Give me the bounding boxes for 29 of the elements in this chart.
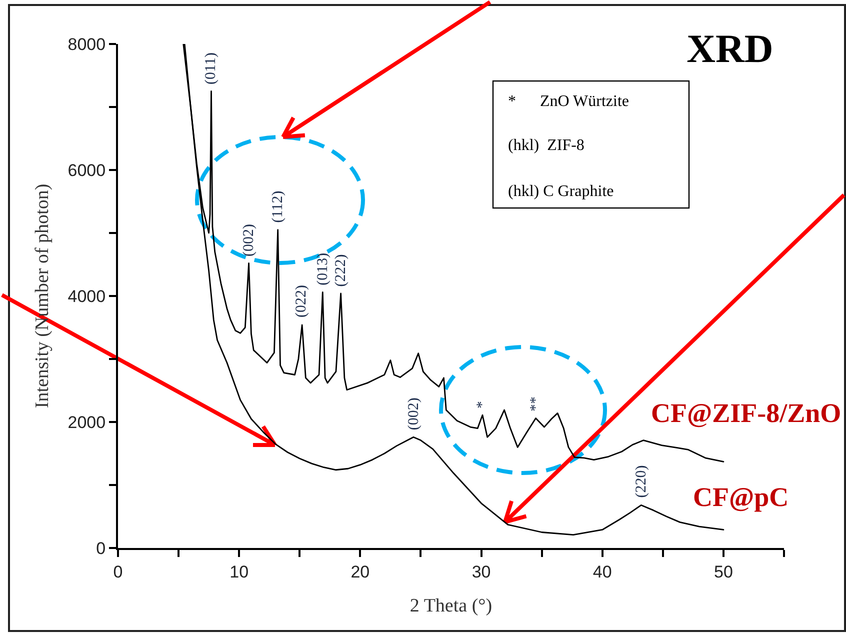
x-tick-label: 10: [230, 562, 249, 582]
annotation: (222): [332, 254, 349, 287]
annotation: (hkl) C Graphite: [508, 183, 614, 200]
annotation: *: [474, 401, 490, 409]
annotation: (220): [633, 465, 650, 498]
chart-title: XRD: [686, 26, 774, 71]
annotation: (002): [406, 398, 422, 430]
x-tick-label: 20: [350, 562, 370, 582]
annotation: (112): [270, 190, 286, 223]
y-tick-label: 6000: [68, 160, 106, 180]
y-tick-label: 0: [96, 538, 106, 558]
y-axis-title: Intensity (Number of photon): [32, 184, 54, 408]
y-tick-label: 8000: [68, 34, 106, 54]
annotation: (011): [202, 52, 219, 84]
annotation: (002): [241, 224, 258, 257]
x-tick-label: 0: [113, 562, 123, 582]
x-axis-title: 2 Theta (°): [410, 596, 492, 617]
series-label: CF@ZIF-8/ZnO: [651, 398, 842, 428]
x-tick-label: 50: [714, 562, 733, 582]
y-tick-label: 4000: [68, 286, 106, 306]
annotation: (hkl) ZIF-8: [508, 137, 584, 154]
y-tick-label: 2000: [68, 412, 106, 432]
annotation: **: [528, 396, 544, 412]
x-tick-label: 30: [472, 562, 491, 582]
series-label: CF@pC: [693, 482, 789, 512]
annotation: (013): [314, 252, 331, 286]
x-tick-label: 40: [592, 562, 612, 582]
annotation: (022): [294, 285, 310, 318]
annotation: * ZnO Würtzite: [508, 93, 630, 110]
